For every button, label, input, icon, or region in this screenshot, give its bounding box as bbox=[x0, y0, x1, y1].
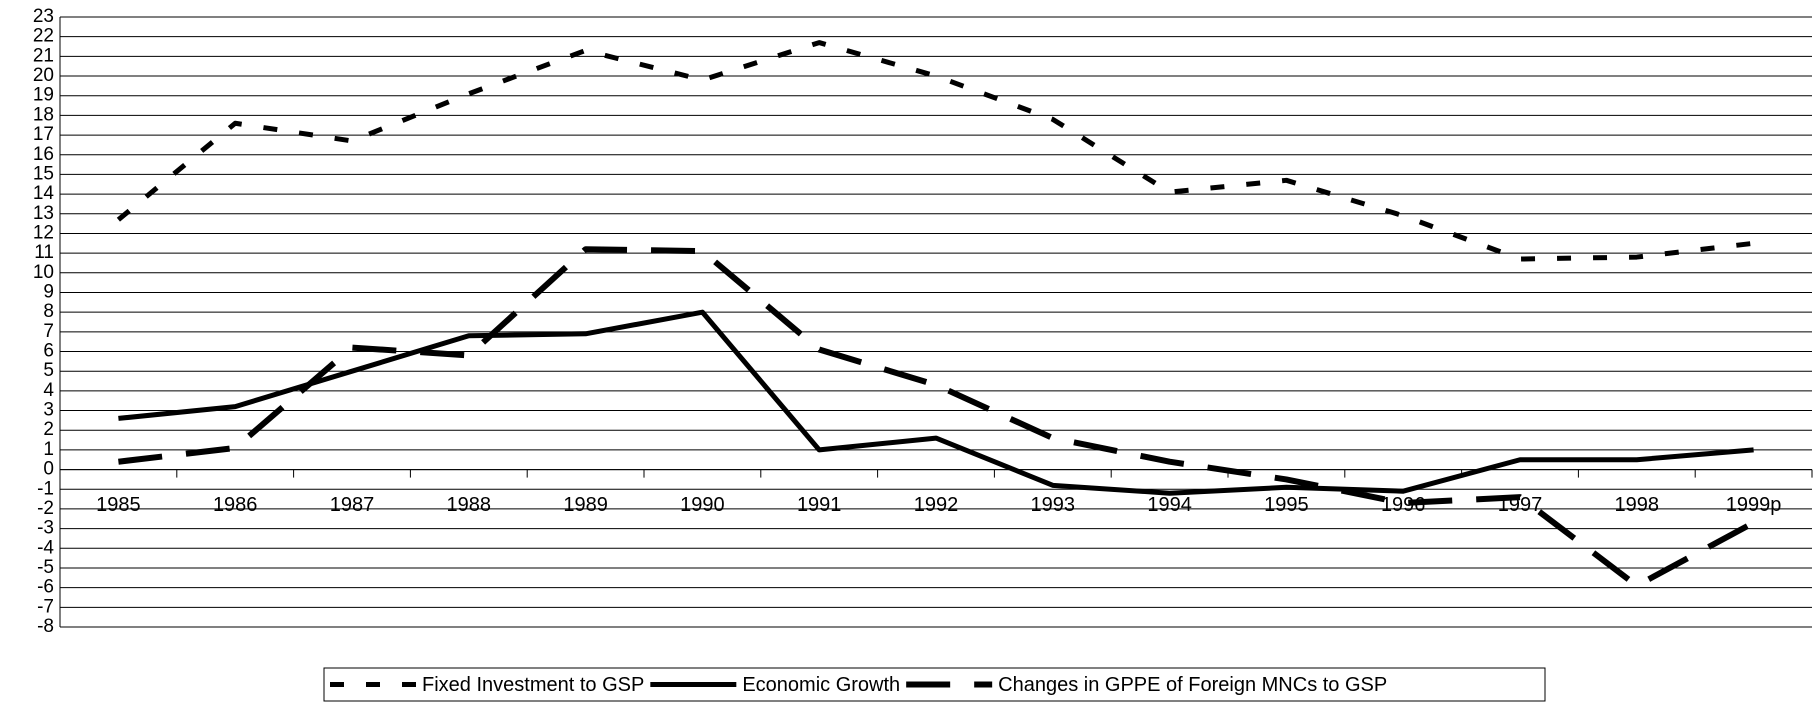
y-tick-label: 17 bbox=[33, 124, 54, 145]
legend-label: Fixed Investment to GSP bbox=[422, 674, 644, 696]
y-tick-label: 22 bbox=[33, 26, 54, 47]
y-tick-label: 8 bbox=[43, 301, 54, 322]
y-tick-label: 1 bbox=[43, 439, 54, 460]
x-tick-label: 1990 bbox=[680, 494, 725, 516]
y-tick-label: 18 bbox=[33, 104, 54, 125]
x-tick-label: 1996 bbox=[1381, 494, 1426, 516]
legend-label: Economic Growth bbox=[742, 674, 900, 696]
y-tick-label: 6 bbox=[43, 341, 54, 362]
x-tick-label: 1986 bbox=[213, 494, 258, 516]
y-tick-label: 12 bbox=[33, 222, 54, 243]
y-tick-label: 2 bbox=[43, 419, 54, 440]
x-tick-label: 1985 bbox=[96, 494, 141, 516]
y-tick-label: -4 bbox=[37, 537, 54, 558]
y-tick-label: 4 bbox=[43, 380, 54, 401]
x-tick-label: 1995 bbox=[1264, 494, 1309, 516]
y-tick-label: 3 bbox=[43, 400, 54, 421]
y-tick-label: 13 bbox=[33, 203, 54, 224]
y-tick-label: 7 bbox=[43, 321, 54, 342]
x-tick-label: 1999p bbox=[1726, 494, 1782, 516]
series-line bbox=[118, 246, 1756, 589]
y-tick-label: -7 bbox=[37, 596, 54, 617]
x-tick-label: 1991 bbox=[797, 494, 842, 516]
x-tick-label: 1988 bbox=[447, 494, 492, 516]
y-tick-label: -5 bbox=[37, 557, 54, 578]
y-tick-label: 5 bbox=[43, 360, 54, 381]
y-tick-label: 19 bbox=[33, 85, 54, 106]
y-tick-label: 10 bbox=[33, 262, 54, 283]
y-tick-label: -1 bbox=[37, 478, 54, 499]
y-tick-label: 9 bbox=[43, 281, 54, 302]
y-tick-label: -2 bbox=[37, 498, 54, 519]
series-line bbox=[118, 309, 1754, 496]
x-tick-label: 1993 bbox=[1031, 494, 1076, 516]
y-tick-label: 11 bbox=[34, 242, 54, 263]
x-tick-label: 1998 bbox=[1615, 494, 1660, 516]
x-tick-label: 1989 bbox=[563, 494, 608, 516]
x-tick-label: 1994 bbox=[1147, 494, 1192, 516]
y-tick-label: -3 bbox=[37, 518, 54, 539]
y-tick-label: 14 bbox=[33, 183, 55, 204]
y-tick-label: -6 bbox=[37, 577, 54, 598]
y-tick-label: 0 bbox=[43, 459, 54, 480]
y-tick-label: 21 bbox=[33, 45, 54, 66]
y-tick-label: 16 bbox=[33, 144, 54, 165]
legend-label: Changes in GPPE of Foreign MNCs to GSP bbox=[998, 674, 1387, 696]
x-tick-label: 1987 bbox=[330, 494, 375, 516]
y-tick-label: 15 bbox=[33, 163, 54, 184]
series-line bbox=[116, 40, 1754, 262]
y-tick-label: 20 bbox=[33, 65, 54, 86]
y-tick-label: 23 bbox=[33, 6, 54, 27]
x-tick-label: 1992 bbox=[914, 494, 959, 516]
y-tick-label: -8 bbox=[37, 616, 54, 637]
